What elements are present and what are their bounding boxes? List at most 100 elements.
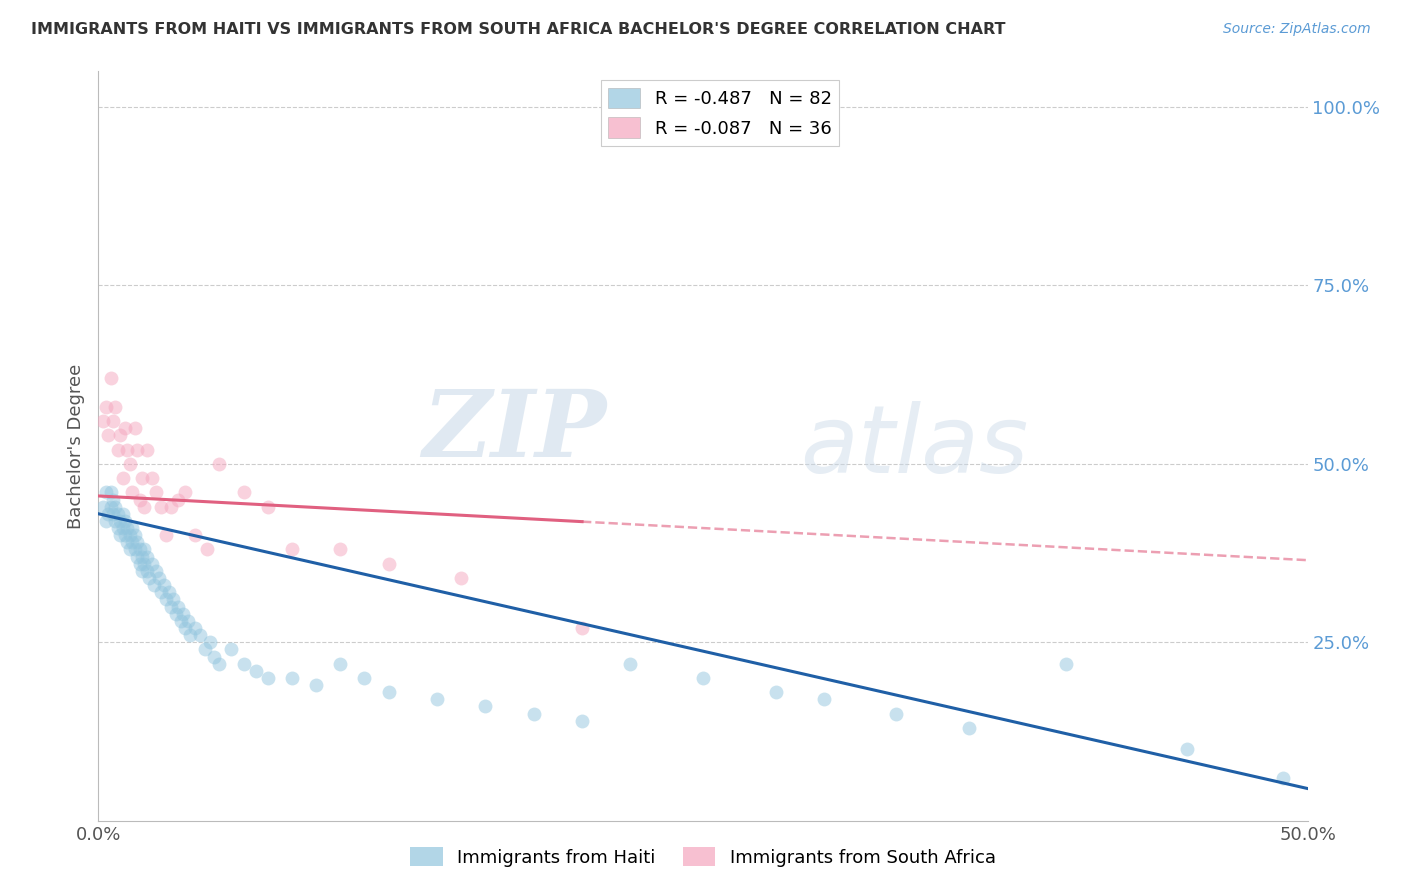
- Point: [108, 514, 131, 528]
- Point: [131, 549, 153, 564]
- Point: [155, 528, 177, 542]
- Point: [145, 564, 167, 578]
- Point: [165, 607, 187, 621]
- Point: [145, 485, 167, 500]
- Point: [765, 685, 787, 699]
- Point: [124, 528, 146, 542]
- Point: [101, 492, 124, 507]
- Point: [619, 657, 641, 671]
- Point: [108, 428, 131, 442]
- Point: [134, 500, 156, 514]
- Point: [100, 485, 122, 500]
- Point: [813, 692, 835, 706]
- Point: [101, 414, 124, 428]
- Point: [100, 500, 122, 514]
- Point: [128, 492, 150, 507]
- Point: [97, 507, 120, 521]
- Point: [94, 514, 117, 528]
- Legend: Immigrants from Haiti, Immigrants from South Africa: Immigrants from Haiti, Immigrants from S…: [404, 840, 1002, 874]
- Point: [148, 571, 170, 585]
- Point: [169, 614, 191, 628]
- Point: [128, 557, 150, 571]
- Point: [256, 671, 278, 685]
- Point: [124, 542, 146, 557]
- Point: [208, 657, 231, 671]
- Point: [117, 521, 139, 535]
- Text: ZIP: ZIP: [422, 386, 606, 476]
- Point: [104, 500, 127, 514]
- Point: [111, 471, 134, 485]
- Point: [91, 500, 114, 514]
- Point: [118, 542, 141, 557]
- Point: [127, 549, 149, 564]
- Point: [111, 521, 134, 535]
- Point: [1175, 742, 1198, 756]
- Point: [141, 471, 163, 485]
- Point: [121, 535, 143, 549]
- Point: [184, 621, 207, 635]
- Point: [195, 542, 218, 557]
- Point: [134, 542, 156, 557]
- Point: [194, 642, 217, 657]
- Point: [152, 578, 174, 592]
- Point: [128, 542, 150, 557]
- Text: IMMIGRANTS FROM HAITI VS IMMIGRANTS FROM SOUTH AFRICA BACHELOR'S DEGREE CORRELAT: IMMIGRANTS FROM HAITI VS IMMIGRANTS FROM…: [31, 22, 1005, 37]
- Point: [232, 657, 254, 671]
- Point: [101, 507, 124, 521]
- Point: [118, 457, 141, 471]
- Point: [127, 442, 149, 457]
- Point: [94, 485, 117, 500]
- Text: atlas: atlas: [800, 401, 1028, 491]
- Point: [162, 592, 184, 607]
- Point: [104, 400, 127, 414]
- Point: [692, 671, 714, 685]
- Point: [104, 514, 127, 528]
- Point: [571, 714, 593, 728]
- Point: [281, 671, 304, 685]
- Point: [107, 507, 129, 521]
- Point: [957, 721, 980, 735]
- Point: [135, 564, 157, 578]
- Point: [177, 614, 200, 628]
- Point: [114, 421, 136, 435]
- Point: [127, 535, 149, 549]
- Point: [121, 521, 143, 535]
- Point: [221, 642, 243, 657]
- Point: [114, 528, 136, 542]
- Point: [114, 514, 136, 528]
- Point: [174, 485, 197, 500]
- Point: [305, 678, 328, 692]
- Point: [377, 557, 399, 571]
- Point: [135, 442, 157, 457]
- Point: [232, 485, 254, 500]
- Point: [107, 442, 129, 457]
- Point: [353, 671, 375, 685]
- Point: [100, 371, 122, 385]
- Point: [886, 706, 908, 721]
- Point: [523, 706, 546, 721]
- Point: [107, 521, 129, 535]
- Point: [143, 578, 166, 592]
- Point: [571, 621, 593, 635]
- Point: [91, 414, 114, 428]
- Point: [160, 599, 183, 614]
- Point: [135, 549, 157, 564]
- Point: [256, 500, 278, 514]
- Point: [426, 692, 449, 706]
- Point: [450, 571, 472, 585]
- Point: [131, 564, 153, 578]
- Point: [1054, 657, 1077, 671]
- Y-axis label: Bachelor's Degree: Bachelor's Degree: [66, 363, 84, 529]
- Point: [329, 657, 352, 671]
- Point: [150, 585, 173, 599]
- Text: Source: ZipAtlas.com: Source: ZipAtlas.com: [1223, 22, 1371, 37]
- Point: [174, 621, 197, 635]
- Point: [97, 428, 120, 442]
- Point: [111, 507, 134, 521]
- Point: [124, 421, 146, 435]
- Point: [94, 400, 117, 414]
- Point: [329, 542, 352, 557]
- Point: [131, 471, 153, 485]
- Point: [281, 542, 304, 557]
- Point: [155, 592, 177, 607]
